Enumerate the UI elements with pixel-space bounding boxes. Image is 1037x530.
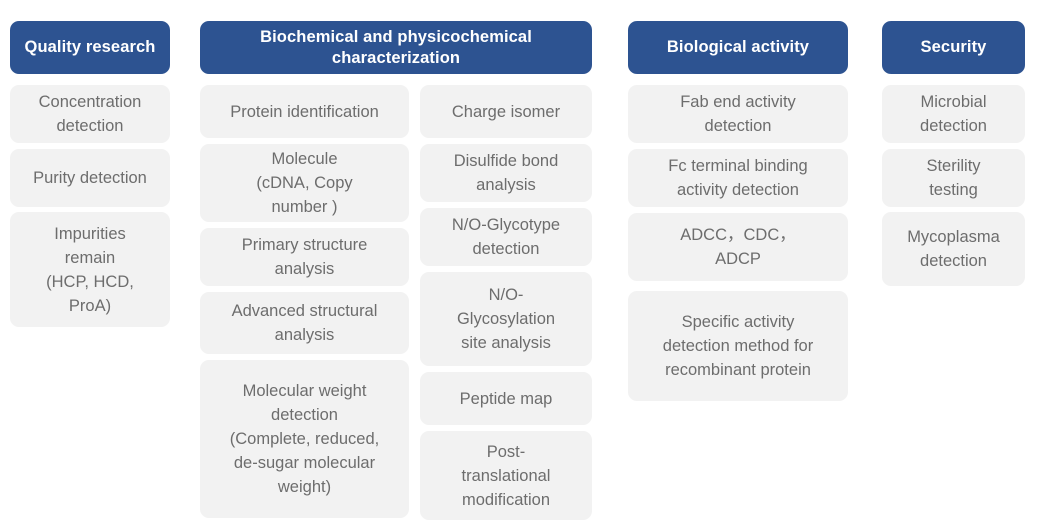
- item-chip[interactable]: Fab end activity detection: [628, 85, 848, 143]
- column-header-quality-research[interactable]: Quality research: [10, 21, 170, 74]
- item-chip[interactable]: Microbial detection: [882, 85, 1025, 143]
- item-chip[interactable]: Advanced structural analysis: [200, 292, 409, 354]
- item-chip[interactable]: Charge isomer: [420, 85, 592, 138]
- item-chip[interactable]: Fc terminal binding activity detection: [628, 149, 848, 207]
- item-chip[interactable]: Peptide map: [420, 372, 592, 425]
- item-chip[interactable]: Concentration detection: [10, 85, 170, 143]
- item-chip[interactable]: Mycoplasma detection: [882, 212, 1025, 286]
- column-header-biological-activity[interactable]: Biological activity: [628, 21, 848, 74]
- item-chip[interactable]: ADCC，CDC， ADCP: [628, 213, 848, 281]
- item-chip[interactable]: Specific activity detection method for r…: [628, 291, 848, 401]
- column-header-biochemical-and-physicochemical-characterization[interactable]: Biochemical and physicochemical characte…: [200, 21, 592, 74]
- item-chip[interactable]: Protein identification: [200, 85, 409, 138]
- item-chip[interactable]: Primary structure analysis: [200, 228, 409, 286]
- column-header-security[interactable]: Security: [882, 21, 1025, 74]
- item-chip[interactable]: Post- translational modification: [420, 431, 592, 520]
- item-chip[interactable]: Disulfide bond analysis: [420, 144, 592, 202]
- item-chip[interactable]: Molecule (cDNA, Copy number ): [200, 144, 409, 222]
- item-chip[interactable]: N/O- Glycosylation site analysis: [420, 272, 592, 366]
- item-chip[interactable]: Sterility testing: [882, 149, 1025, 207]
- item-chip[interactable]: Molecular weight detection (Complete, re…: [200, 360, 409, 518]
- item-chip[interactable]: Purity detection: [10, 149, 170, 207]
- item-chip[interactable]: Impurities remain (HCP, HCD, ProA): [10, 212, 170, 327]
- item-chip[interactable]: N/O-Glycotype detection: [420, 208, 592, 266]
